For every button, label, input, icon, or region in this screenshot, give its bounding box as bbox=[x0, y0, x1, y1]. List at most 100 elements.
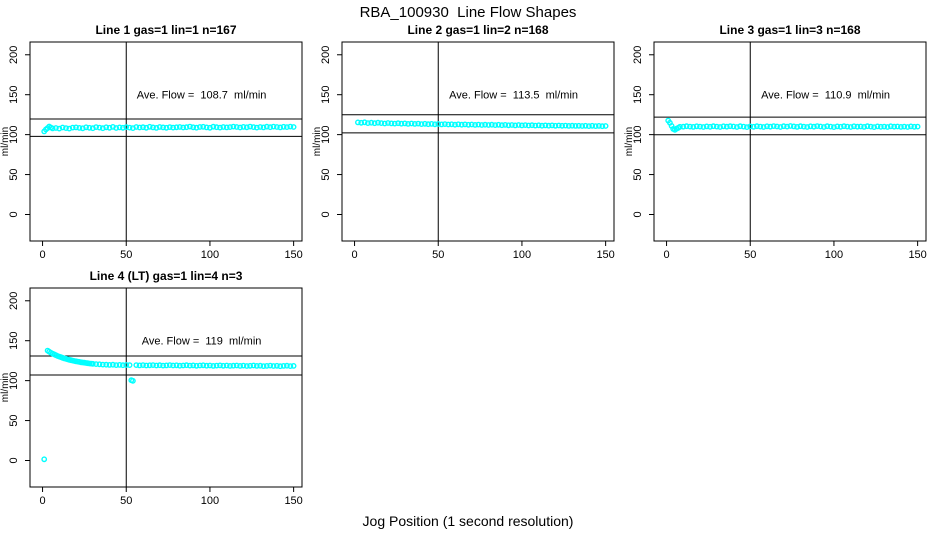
ave-flow-annotation: Ave. Flow = 119 ml/min bbox=[142, 336, 262, 348]
data-point bbox=[156, 362, 163, 369]
data-point bbox=[535, 122, 542, 129]
data-point bbox=[585, 123, 592, 130]
data-point bbox=[243, 124, 250, 131]
data-point bbox=[273, 362, 280, 369]
y-tick-label: 150 bbox=[8, 86, 20, 104]
data-point bbox=[280, 363, 287, 369]
data-point bbox=[720, 123, 727, 130]
data-point bbox=[368, 119, 375, 126]
data-point bbox=[257, 362, 264, 369]
data-point bbox=[113, 125, 120, 131]
data-point bbox=[901, 123, 908, 130]
data-point bbox=[227, 363, 233, 369]
data-point bbox=[777, 124, 784, 130]
data-point bbox=[542, 122, 549, 129]
data-point bbox=[133, 362, 140, 369]
data-point bbox=[110, 124, 116, 130]
data-point bbox=[740, 123, 747, 130]
data-point bbox=[163, 124, 170, 131]
x-tick-label: 0 bbox=[39, 495, 45, 507]
data-point bbox=[861, 124, 868, 130]
data-point bbox=[753, 123, 760, 130]
y-tick-label: 200 bbox=[8, 46, 20, 64]
x-tick-label: 150 bbox=[284, 249, 302, 261]
data-point bbox=[267, 124, 274, 131]
data-point bbox=[871, 124, 878, 131]
data-point bbox=[495, 121, 502, 128]
data-point bbox=[904, 124, 911, 130]
data-point bbox=[398, 120, 405, 127]
data-point bbox=[599, 123, 606, 130]
data-point bbox=[146, 123, 153, 130]
data-point bbox=[83, 124, 90, 131]
data-point bbox=[267, 362, 274, 369]
data-point bbox=[160, 362, 167, 369]
data-point bbox=[767, 123, 774, 130]
data-point bbox=[186, 362, 193, 369]
data-point bbox=[260, 363, 267, 370]
data-point bbox=[817, 123, 824, 130]
data-points bbox=[665, 117, 921, 133]
data-point bbox=[680, 123, 687, 130]
data-point bbox=[744, 124, 750, 131]
data-point bbox=[472, 122, 479, 128]
data-point bbox=[488, 121, 495, 128]
data-point bbox=[492, 122, 499, 129]
data-point bbox=[193, 362, 200, 369]
data-point bbox=[770, 123, 777, 130]
data-point bbox=[857, 123, 864, 130]
y-axis-label: ml/min bbox=[0, 127, 11, 156]
data-point bbox=[914, 123, 921, 130]
data-point bbox=[113, 362, 120, 369]
data-point bbox=[435, 121, 442, 127]
data-point bbox=[247, 362, 254, 369]
data-point bbox=[737, 123, 744, 130]
data-point bbox=[63, 125, 69, 132]
x-tick-label: 100 bbox=[513, 249, 531, 261]
data-point bbox=[200, 123, 207, 130]
data-point bbox=[126, 362, 133, 369]
data-point bbox=[96, 124, 103, 131]
data-point bbox=[116, 362, 123, 368]
data-point bbox=[911, 123, 918, 130]
data-point bbox=[562, 122, 569, 129]
data-point bbox=[723, 123, 730, 130]
data-point bbox=[170, 362, 177, 369]
data-point bbox=[230, 362, 237, 369]
data-point bbox=[56, 125, 63, 132]
y-tick-label: 0 bbox=[632, 211, 644, 217]
panel-plot: Line 3 gas=1 lin=3 n=168 0 50 100 150 0 50 100 1… bbox=[624, 23, 927, 261]
data-point bbox=[405, 121, 412, 127]
data-point bbox=[287, 363, 294, 370]
data-point bbox=[515, 122, 522, 128]
data-point bbox=[780, 123, 787, 130]
ave-flow-annotation: Ave. Flow = 113.5 ml/min bbox=[449, 90, 578, 102]
data-point bbox=[93, 361, 100, 368]
data-point bbox=[200, 362, 207, 369]
data-point bbox=[253, 124, 260, 131]
panel-title: Line 4 (LT) gas=1 lin=4 n=3 bbox=[90, 269, 243, 283]
data-point bbox=[555, 122, 562, 129]
y-axis-label: ml/min bbox=[312, 127, 323, 156]
plot-box bbox=[341, 41, 615, 242]
data-point bbox=[874, 123, 881, 130]
data-point bbox=[110, 361, 116, 368]
data-point bbox=[247, 123, 254, 130]
plot-box bbox=[653, 41, 927, 242]
x-tick-label: 50 bbox=[744, 249, 756, 261]
data-point bbox=[217, 124, 223, 131]
x-tick-label: 100 bbox=[825, 249, 843, 261]
data-point bbox=[230, 123, 237, 130]
data-point bbox=[730, 123, 737, 130]
data-point bbox=[851, 123, 857, 130]
data-point bbox=[156, 124, 163, 130]
data-point bbox=[545, 122, 552, 129]
data-point bbox=[710, 123, 717, 130]
data-point bbox=[86, 124, 93, 131]
data-point bbox=[140, 124, 146, 131]
y-tick-label: 0 bbox=[320, 211, 332, 217]
data-point bbox=[468, 121, 475, 128]
data-point bbox=[66, 125, 73, 132]
data-point bbox=[697, 123, 703, 130]
data-points bbox=[41, 347, 297, 463]
